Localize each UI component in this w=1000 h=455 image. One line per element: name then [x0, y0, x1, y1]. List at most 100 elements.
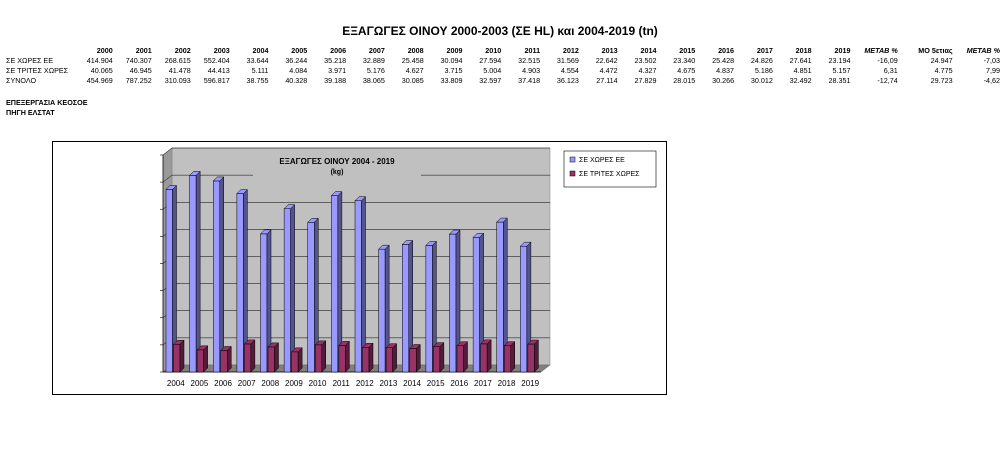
bar-third-side: [486, 339, 492, 373]
bar-eu-top: [212, 176, 225, 182]
bar-eu: [354, 196, 367, 373]
bar-eu-top: [472, 233, 485, 238]
bar-eu-front: [378, 248, 386, 373]
bar-eu-front: [354, 200, 362, 373]
bar-third-side: [392, 343, 397, 373]
bar-third-top: [291, 347, 303, 353]
bar-eu-front: [189, 175, 197, 373]
bar-third-side: [345, 340, 350, 373]
year-header: 2003: [213, 46, 230, 55]
bar-eu: [165, 184, 178, 373]
bar-third-front: [315, 344, 322, 373]
bar-third-front: [504, 345, 511, 373]
page-title: ΕΞΑΓΩΓΕΣ ΟΙΝΟΥ 2000-2003 (ΣΕ HL) και 200…: [342, 24, 658, 38]
bar-eu-front: [283, 208, 291, 373]
table-cell: 27.114: [596, 76, 618, 85]
bar-eu-front: [213, 180, 220, 373]
table-cell: 27.594: [479, 56, 502, 65]
table-cell: 40.065: [90, 66, 113, 75]
bar-third-top: [527, 339, 539, 345]
bar-eu-top: [401, 240, 414, 245]
legend-swatch: [569, 170, 576, 177]
x-tick-label: 2010: [309, 379, 327, 388]
table-cell: 27.829: [634, 76, 657, 85]
bar-third-front: [267, 346, 275, 373]
bar-third: [172, 339, 185, 373]
table-cell: 5.157: [832, 66, 851, 75]
bar-eu-top: [330, 191, 343, 196]
table-cell: 28.351: [828, 76, 851, 85]
x-tick-label: 2014: [403, 379, 421, 388]
bar-eu-side: [195, 170, 201, 373]
bar-third-front: [244, 343, 252, 373]
x-tick-label: 2013: [380, 379, 398, 388]
bar-third-top: [338, 341, 350, 346]
bar-eu-front: [520, 245, 528, 373]
table-cell: 35.218: [324, 56, 347, 65]
bar-third-top: [409, 344, 421, 349]
bar-eu-top: [448, 229, 461, 235]
bar-eu: [189, 170, 201, 373]
bar-third: [385, 343, 398, 373]
bar-eu-side: [290, 204, 295, 373]
exports-data-table: 2000 2001 2002 2003 2004 2005 2006 2007 2008 2009…: [6, 46, 1000, 86]
bar-third: [267, 342, 280, 373]
year-header: 2018: [795, 46, 812, 55]
bar-eu-top: [307, 218, 319, 223]
year-header: 2012: [562, 46, 579, 55]
bar-third-front: [480, 343, 488, 373]
table-cell: 38.065: [362, 76, 385, 85]
bar-third-front: [385, 347, 393, 373]
year-header: 2013: [601, 46, 618, 55]
bar-eu-front: [236, 193, 244, 373]
legend-label: ΣΕ ΤΡΙΤΕΣ ΧΩΡΕΣ: [579, 171, 640, 178]
table-cell: 30.094: [440, 56, 463, 65]
table-cell: 27.641: [789, 56, 812, 65]
bar-third-side: [250, 339, 256, 373]
table-cell: 23.340: [673, 56, 696, 65]
chart-title-box: [253, 155, 421, 179]
bar-third: [503, 341, 516, 373]
bar-third-top: [385, 343, 398, 348]
table-cell: 596.817: [203, 76, 230, 85]
year-header: 2019: [834, 46, 851, 55]
table-cell: 740.307: [125, 56, 152, 65]
table-cell: 32.492: [789, 76, 812, 85]
bar-third-front: [362, 347, 370, 373]
bar-third: [361, 342, 374, 373]
summary-cell: -16,09: [877, 56, 898, 65]
table-cell: 552.404: [203, 56, 230, 65]
bar-third: [409, 343, 421, 373]
year-header: 2005: [291, 46, 308, 55]
legend-box: [563, 150, 657, 188]
bar-third-front: [409, 348, 417, 373]
year-header: 2010: [485, 46, 502, 55]
bar-eu-top: [189, 171, 201, 176]
year-header: 2000: [96, 46, 113, 55]
bar-third-top: [172, 340, 185, 345]
table-cell: 30.266: [712, 76, 735, 85]
bar-third: [480, 339, 492, 373]
table-cell: 25.458: [401, 56, 424, 65]
table-cell: 5.004: [483, 66, 502, 75]
bar-third-side: [368, 342, 374, 373]
summary-cell: 6,31: [883, 66, 898, 75]
table-cell: 4.903: [522, 66, 541, 75]
year-header: 2017: [756, 46, 773, 55]
year-header: 2009: [446, 46, 463, 55]
bar-eu-top: [259, 229, 272, 235]
table-cell: 32.889: [362, 56, 385, 65]
bar-eu: [472, 232, 485, 373]
x-tick-label: 2008: [261, 379, 279, 388]
table-cell: 38.755: [246, 76, 269, 85]
bar-third-front: [173, 344, 181, 373]
bar-eu-top: [519, 241, 532, 247]
bar-third: [314, 340, 327, 373]
table-cell: 28.015: [673, 76, 696, 85]
summary-header: METAB %: [864, 46, 898, 55]
bar-eu-top: [496, 217, 508, 223]
table-cell: 454.969: [86, 76, 113, 85]
summary-cell: 29.723: [930, 76, 953, 85]
row-label: ΣΕ ΧΩΡΕΣ ΕΕ: [6, 56, 54, 65]
bar-eu-top: [354, 196, 367, 201]
